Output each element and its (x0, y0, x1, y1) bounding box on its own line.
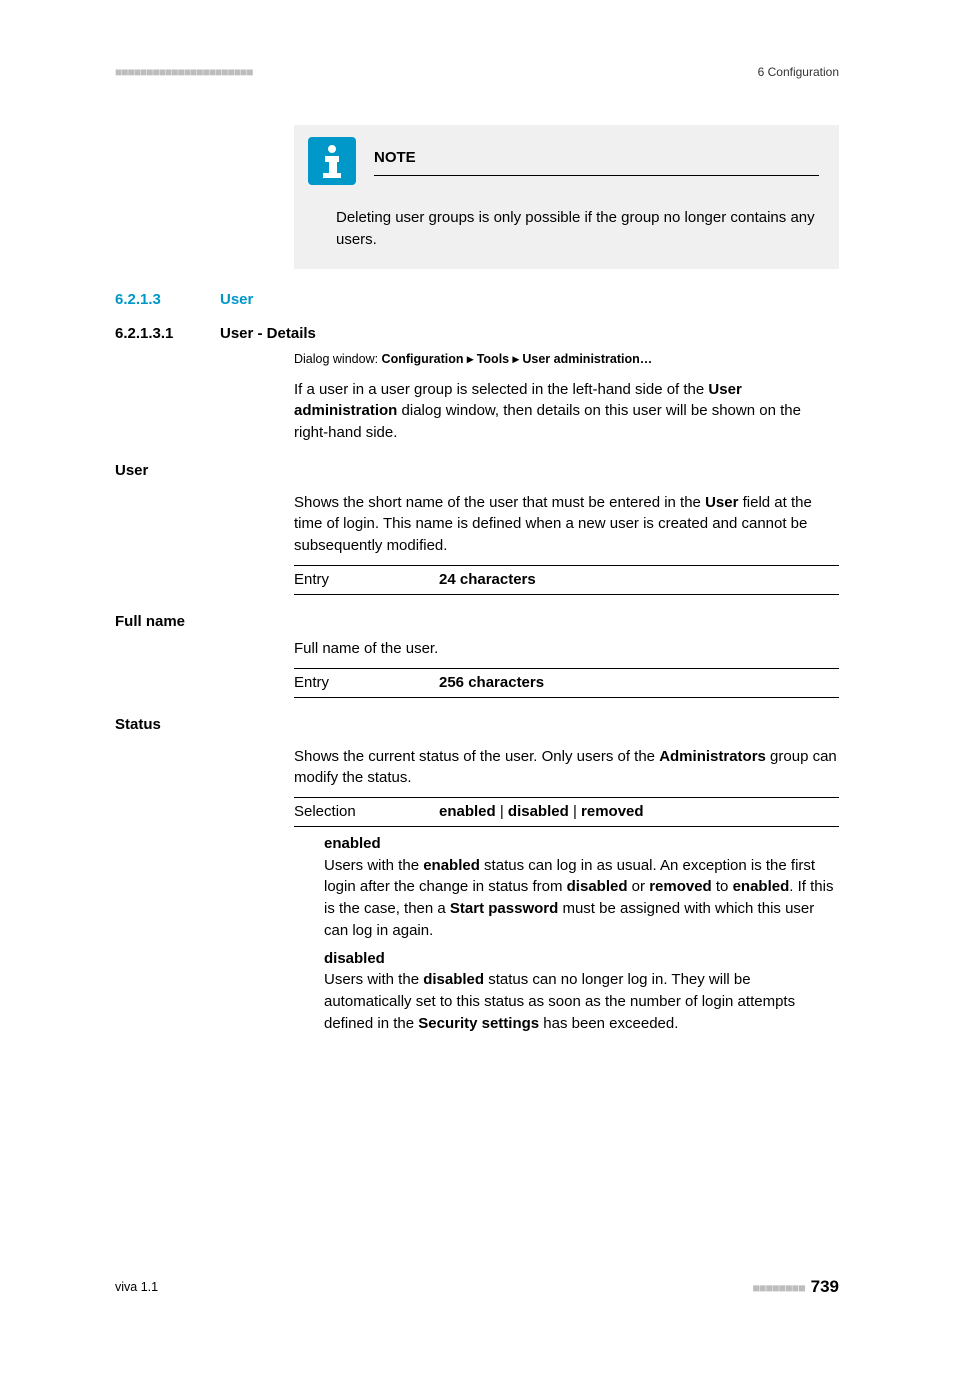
fullname-description: Full name of the user. (294, 638, 839, 660)
text: or (628, 878, 650, 895)
entry-label: Entry (294, 569, 439, 591)
field-label-status: Status (115, 714, 839, 736)
option-disabled: disabled Users with the disabled status … (324, 948, 839, 1035)
dialog-part: Tools (477, 352, 509, 366)
entry-value: 24 characters (439, 569, 536, 591)
text: to (712, 878, 733, 895)
text-bold: disabled (423, 971, 484, 988)
info-icon (308, 137, 356, 185)
text-bold: Security settings (418, 1015, 539, 1032)
dialog-sep: ▸ (463, 352, 476, 366)
section-number: 6.2.1.3.1 (115, 323, 220, 345)
note-head: NOTE (308, 137, 819, 185)
entry-table-user: Entry 24 characters (294, 565, 839, 595)
selection-values: enabled | disabled | removed (439, 801, 644, 823)
note-box: NOTE Deleting user groups is only possib… (294, 125, 839, 269)
section-6-2-1-3: 6.2.1.3 User (115, 289, 839, 311)
option-enabled: enabled Users with the enabled status ca… (324, 833, 839, 942)
footer-right: ■■■■■■■■ 739 (752, 1275, 839, 1300)
page-footer: viva 1.1 ■■■■■■■■ 739 (115, 1275, 839, 1300)
entry-value: 256 characters (439, 672, 544, 694)
footer-dots: ■■■■■■■■ (752, 1281, 804, 1295)
entry-label: Entry (294, 672, 439, 694)
text-bold: removed (649, 878, 712, 895)
intro-paragraph: If a user in a user group is selected in… (294, 379, 839, 444)
dialog-part: Configuration (382, 352, 464, 366)
sel-opt: disabled (508, 803, 569, 820)
sel-opt: removed (581, 803, 644, 820)
option-title: enabled (324, 833, 839, 855)
text-bold: enabled (423, 857, 480, 874)
section-title: User - Details (220, 323, 316, 345)
section-title: User (220, 289, 253, 311)
option-body: Users with the enabled status can log in… (324, 855, 839, 942)
selection-table-status: Selection enabled | disabled | removed (294, 797, 839, 827)
field-label-user: User (115, 460, 839, 482)
text: If a user in a user group is selected in… (294, 381, 708, 398)
sel-opt: enabled (439, 803, 496, 820)
header-chapter: 6 Configuration (758, 64, 839, 81)
footer-left: viva 1.1 (115, 1278, 158, 1296)
text: Users with the (324, 971, 423, 988)
page-header: ■■■■■■■■■■■■■■■■■■■■■■ 6 Configuration (115, 64, 839, 81)
user-description: Shows the short name of the user that mu… (294, 492, 839, 557)
text-bold: Start password (450, 900, 558, 917)
header-dots: ■■■■■■■■■■■■■■■■■■■■■■ (115, 64, 252, 81)
note-body: Deleting user groups is only possible if… (336, 207, 819, 251)
dialog-prefix: Dialog window: (294, 352, 382, 366)
option-title: disabled (324, 948, 839, 970)
dialog-sep: ▸ (509, 352, 522, 366)
footer-page-number: 739 (811, 1277, 839, 1296)
section-6-2-1-3-1: 6.2.1.3.1 User - Details (115, 323, 839, 345)
text: Users with the (324, 857, 423, 874)
dialog-part: User administration… (522, 352, 652, 366)
selection-label: Selection (294, 801, 439, 823)
text: Shows the current status of the user. On… (294, 748, 659, 765)
text-bold: User (705, 494, 738, 511)
field-label-fullname: Full name (115, 611, 839, 633)
text: has been exceeded. (539, 1015, 678, 1032)
text-bold: disabled (567, 878, 628, 895)
text-bold: Administrators (659, 748, 766, 765)
status-description: Shows the current status of the user. On… (294, 746, 839, 790)
sel-sep: | (496, 803, 508, 820)
sel-sep: | (569, 803, 581, 820)
text-bold: enabled (733, 878, 790, 895)
section-number: 6.2.1.3 (115, 289, 220, 311)
option-body: Users with the disabled status can no lo… (324, 969, 839, 1034)
entry-table-fullname: Entry 256 characters (294, 668, 839, 698)
text: Shows the short name of the user that mu… (294, 494, 705, 511)
note-title: NOTE (374, 147, 819, 176)
dialog-path: Dialog window: Configuration ▸ Tools ▸ U… (294, 350, 839, 368)
